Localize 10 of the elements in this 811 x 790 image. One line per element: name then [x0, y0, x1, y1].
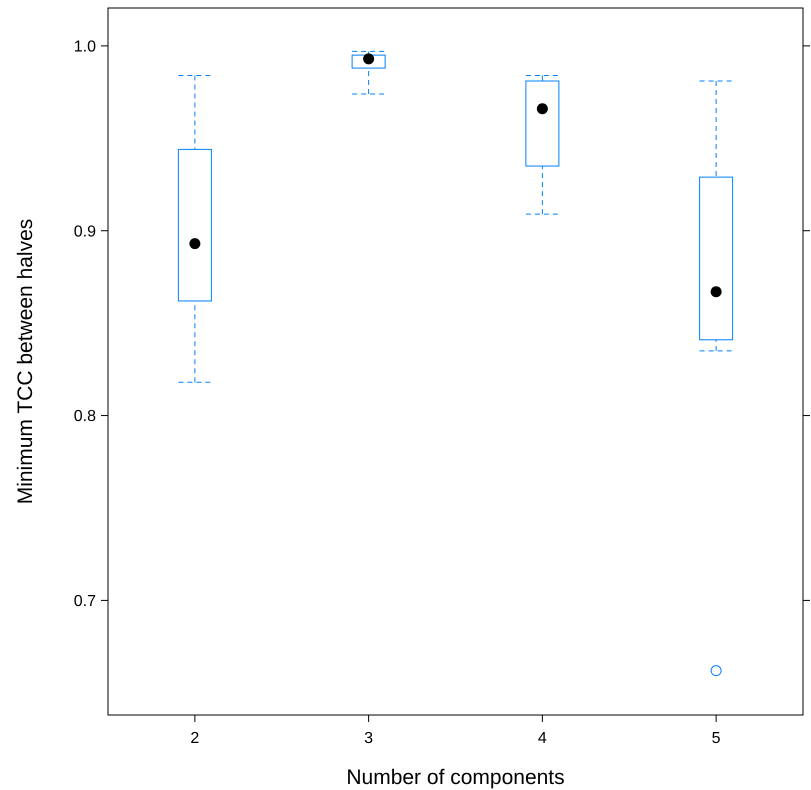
y-tick-label: 0.9 — [74, 223, 96, 240]
x-axis-title: Number of components — [346, 766, 565, 789]
x-tick-label: 3 — [364, 730, 374, 747]
y-tick-label: 0.7 — [74, 593, 96, 610]
y-tick-label: 1.0 — [74, 38, 96, 56]
y-tick-label: 0.8 — [74, 408, 96, 426]
y-axis-title: Minimum TCC between halves — [14, 218, 37, 504]
x-tick-label: 4 — [538, 730, 547, 747]
x-tick-label: 2 — [190, 730, 200, 747]
x-tick-label: 5 — [712, 730, 721, 747]
